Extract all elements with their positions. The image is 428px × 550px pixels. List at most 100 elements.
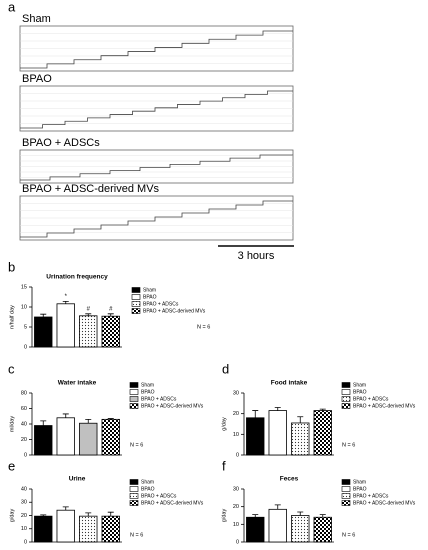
error-bar (319, 408, 326, 411)
legend-label: BPAO + ADSC-derived MVs (141, 500, 204, 506)
bar (79, 315, 98, 348)
significance-mark: # (87, 306, 91, 312)
sample-size-note: N = 6 (342, 532, 355, 538)
legend-label: Sham (141, 479, 154, 485)
trace-label: BPAO + ADSCs (22, 137, 100, 149)
chart-title: Water intake (58, 380, 97, 387)
error-bar (297, 511, 304, 516)
panel-label: a (8, 0, 16, 14)
error-bar (319, 514, 326, 518)
error-bar (252, 514, 259, 518)
chart-title: Food intake (271, 380, 308, 387)
legend-swatch (131, 308, 141, 314)
trace-line (20, 200, 293, 238)
y-axis-label: g/day (9, 509, 15, 523)
y-tick-label: 60 (21, 406, 27, 412)
trace-line (20, 90, 293, 129)
y-axis-label: ml/day (9, 416, 15, 432)
bar (268, 508, 287, 543)
trace-panels: Sham BPAO BPAO + ADSCs BPAO + ADSC-deriv… (22, 13, 294, 262)
y-tick-label: 0 (24, 452, 27, 458)
trace-line (20, 154, 293, 181)
legend-label: BPAO + ADSC-derived MVs (143, 308, 206, 314)
error-bar (297, 416, 304, 423)
y-tick-label: 30 (21, 500, 27, 506)
legend-label: BPAO (353, 486, 367, 492)
legend-label: BPAO + ADSCs (141, 396, 177, 402)
bar (79, 515, 98, 543)
legend-swatch (129, 486, 139, 492)
panel-label: d (222, 361, 229, 376)
chart-title: Urine (69, 476, 86, 483)
legend-swatch (341, 396, 351, 402)
panel-label: c (8, 361, 15, 376)
y-tick-label: 30 (233, 486, 239, 492)
y-axis-label: g/day (221, 509, 227, 523)
legend-label: Sham (141, 382, 154, 388)
sample-size-note: N = 6 (130, 532, 143, 538)
bar (79, 422, 98, 456)
trace-label: BPAO + ADSC-derived MVs (22, 183, 160, 195)
legend-swatch (129, 396, 139, 402)
error-bar (40, 420, 47, 426)
significance-mark: * (65, 294, 68, 300)
error-bar (40, 313, 47, 317)
y-tick-label: 40 (21, 421, 27, 427)
scale-bar-label: 3 hours (238, 250, 275, 262)
y-tick-label: 0 (236, 539, 239, 545)
bar (34, 316, 53, 348)
trace-label: Sham (22, 13, 51, 25)
y-tick-label: 5 (24, 324, 27, 330)
legend-swatch (341, 403, 351, 409)
y-tick-label: 10 (21, 526, 27, 532)
error-bar (62, 413, 69, 418)
error-bar (274, 504, 281, 510)
legend-swatch (129, 479, 139, 485)
y-axis-label: g/day (221, 417, 227, 431)
y-tick-label: 10 (21, 304, 27, 310)
legend-swatch (341, 500, 351, 506)
legend-label: BPAO (143, 294, 157, 300)
sample-size-note: N = 6 (130, 442, 143, 448)
y-tick-label: 80 (21, 390, 27, 396)
bar (56, 303, 75, 348)
bar (34, 425, 53, 456)
y-tick-label: 15 (21, 284, 27, 290)
sample-size-note: N = 6 (197, 324, 210, 330)
trace-label: BPAO (22, 73, 52, 85)
legend-swatch (341, 382, 351, 388)
panel-label: f (222, 458, 226, 473)
error-bar (274, 407, 281, 411)
y-tick-label: 0 (24, 344, 27, 350)
y-tick-label: 30 (233, 390, 239, 396)
legend-swatch (131, 294, 141, 300)
trace-line (20, 30, 293, 69)
error-bar (85, 313, 92, 316)
legend-label: BPAO (353, 389, 367, 395)
legend-swatch (341, 493, 351, 499)
bar (291, 422, 310, 456)
legend-swatch (129, 493, 139, 499)
y-tick-label: 10 (233, 522, 239, 528)
error-bar (107, 418, 114, 420)
legend-swatch (129, 389, 139, 395)
bar (101, 315, 120, 348)
sample-size-note: N = 6 (342, 442, 355, 448)
bar (246, 516, 265, 543)
y-tick-label: 20 (233, 411, 239, 417)
legend-label: BPAO + ADSC-derived MVs (353, 500, 416, 506)
legend-label: BPAO (141, 486, 155, 492)
legend-label: BPAO + ADSCs (353, 493, 389, 499)
panel-label: b (8, 259, 15, 274)
error-bar (85, 512, 92, 517)
legend-label: Sham (353, 382, 366, 388)
bar (291, 515, 310, 543)
y-tick-label: 10 (233, 432, 239, 438)
significance-mark: # (109, 306, 113, 312)
error-bar (85, 418, 92, 424)
legend-swatch (131, 301, 141, 307)
legend-swatch (341, 479, 351, 485)
bar (34, 515, 53, 543)
legend-label: Sham (143, 287, 156, 293)
